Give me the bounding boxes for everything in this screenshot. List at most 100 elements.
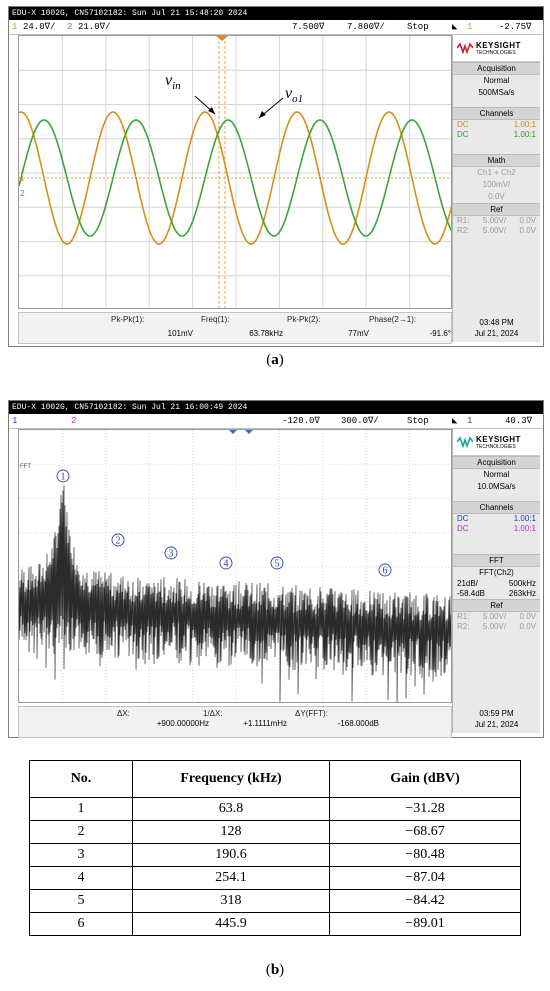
trigger-marker-icon xyxy=(216,36,228,41)
cell-frequency: 63.8 xyxy=(132,797,330,821)
run-state[interactable]: Stop xyxy=(407,22,429,32)
keysight-logo: KEYSIGHT TECHNOLOGIES xyxy=(453,35,540,62)
ch2-number[interactable]: 2 xyxy=(67,22,73,32)
cell-no: 6 xyxy=(29,912,133,936)
measurement-delta-x[interactable]: ΔX: +900.00000Hz xyxy=(117,709,209,728)
cell-frequency: 128 xyxy=(132,820,330,844)
acquisition-rate: 500MSa/s xyxy=(478,88,515,97)
channels-heading[interactable]: Channels xyxy=(453,501,540,514)
math-heading[interactable]: Math xyxy=(453,154,540,167)
scope-b-measurements: ΔX: +900.00000Hz 1/ΔX: +1.1111mHz ΔY(FFT):… xyxy=(18,706,452,738)
scope-b-fft-display: FFT 1 2 3 4 5 6 xyxy=(18,429,452,703)
peak-marker-circle xyxy=(270,556,284,570)
trigger-marker-icon xyxy=(229,430,237,434)
scope-a-side-panel: KEYSIGHT TECHNOLOGIES Acquisition Normal … xyxy=(452,35,540,342)
fft-reference-marker[interactable]: FFT xyxy=(20,464,31,470)
measurement-phase[interactable]: Phase(2→1): -91.6° xyxy=(369,315,451,338)
harmonics-table: No. Frequency (kHz) Gain (dBV) 1 63.8 −31.… xyxy=(29,760,521,936)
measurement-delta-y-fft[interactable]: ΔY(FFT): -168.000dB xyxy=(295,709,379,728)
date: Jul 21, 2024 xyxy=(474,720,519,729)
ref-r2-row: R2: 5.00V/0.0V xyxy=(457,226,536,235)
cell-no: 1 xyxy=(29,797,133,821)
brand-name: KEYSIGHT xyxy=(476,40,521,50)
math-function: Ch1 + Ch2 xyxy=(477,168,516,177)
channel-1-row[interactable]: DC 1.00:1 xyxy=(457,120,536,129)
cell-gain: −31.28 xyxy=(329,797,521,821)
scope-b-header: EDU-X 1002G, CN57102182: Sun Jul 21 16:0… xyxy=(9,401,543,414)
keysight-logo: KEYSIGHT TECHNOLOGIES xyxy=(453,429,540,456)
cell-gain: −84.42 xyxy=(329,889,521,913)
channels-heading[interactable]: Channels xyxy=(453,107,540,120)
trigger-level[interactable]: -2.75∇ xyxy=(499,22,532,32)
ch2-scale[interactable]: 21.0∇/ xyxy=(78,22,111,32)
col-header-no: No. xyxy=(29,760,133,798)
measurement-inverse-delta-x[interactable]: 1/ΔX: +1.1111mHz xyxy=(203,709,287,728)
peak-marker-label: 4 xyxy=(224,559,229,570)
scope-a-measurements: Pk-Pk(1): 101mV Freq(1): 63.78kHz Pk-Pk(2)… xyxy=(18,312,452,344)
measurement-pkpk1[interactable]: Pk-Pk(1): 101mV xyxy=(111,315,193,338)
time-of-day: 03:48 PM xyxy=(479,318,514,327)
peak-marker-label: 6 xyxy=(383,566,388,577)
label-vin: vin xyxy=(165,72,181,92)
cell-no: 5 xyxy=(29,889,133,913)
cell-frequency: 190.6 xyxy=(132,843,330,867)
ref-r2-row: R2: 5.00V/0.0V xyxy=(457,622,536,631)
table-row: 3 190.6 −80.48 xyxy=(29,843,521,867)
acquisition-rate: 10.0MSa/s xyxy=(477,482,516,491)
trigger-edge-icon: ◣ xyxy=(452,22,458,32)
fft-heading[interactable]: FFT xyxy=(453,554,540,567)
math-scale: 100mV/ xyxy=(482,180,511,189)
fft-scale-row: 21dB/500kHz xyxy=(457,579,536,588)
oscilloscope-capture-a: EDU-X 1002G, CN57102182: Sun Jul 21 15:4… xyxy=(8,6,544,347)
acquisition-heading[interactable]: Acquisition xyxy=(453,456,540,469)
time-scale[interactable]: 300.0∇/ xyxy=(341,416,379,426)
col-header-gain: Gain (dBV) xyxy=(329,760,521,798)
acquisition-heading[interactable]: Acquisition xyxy=(453,62,540,75)
time-position[interactable]: 7.500∇ xyxy=(292,22,325,32)
col-header-frequency: Frequency (kHz) xyxy=(132,760,330,798)
table-header-row: No. Frequency (kHz) Gain (dBV) xyxy=(29,760,521,798)
channel-2-row[interactable]: DC 1.00:1 xyxy=(457,524,536,533)
scope-b-side-panel: KEYSIGHT TECHNOLOGIES Acquisition Normal … xyxy=(452,429,540,733)
ch1-ground-marker[interactable]: 1 xyxy=(20,174,25,183)
time-position[interactable]: -120.0∇ xyxy=(282,416,320,426)
trigger-edge-icon: ◣ xyxy=(452,416,458,426)
time-of-day: 03:59 PM xyxy=(479,709,514,718)
ch1-number[interactable]: 1 xyxy=(12,22,18,32)
run-state[interactable]: Stop xyxy=(407,416,429,426)
table-row: 1 63.8 −31.28 xyxy=(29,797,521,821)
ch2-number[interactable]: 2 xyxy=(71,416,77,426)
peak-marker-circle xyxy=(111,533,125,547)
time-scale[interactable]: 7.800∇/ xyxy=(347,22,385,32)
trigger-source[interactable]: 1 xyxy=(467,416,473,426)
cell-no: 3 xyxy=(29,843,133,867)
scope-b-graticule: FFT 1 2 3 4 5 6 xyxy=(19,430,451,702)
trigger-level[interactable]: 40.3∇ xyxy=(505,416,533,426)
ch1-waveform-vin xyxy=(19,111,451,245)
peak-markers: 1 2 3 4 5 6 xyxy=(56,469,392,577)
ch2-ground-marker[interactable]: 2 xyxy=(20,189,25,198)
math-offset: 0.0V xyxy=(488,192,505,201)
table-row: 4 254.1 −87.04 xyxy=(29,866,521,890)
channel-2-row[interactable]: DC 1.00:1 xyxy=(457,130,536,139)
cell-no: 2 xyxy=(29,820,133,844)
cell-gain: −80.48 xyxy=(329,843,521,867)
peak-marker-label: 1 xyxy=(61,472,66,483)
measurement-pkpk2[interactable]: Pk-Pk(2): 77mV xyxy=(287,315,369,338)
ref-heading[interactable]: Ref xyxy=(453,203,540,216)
vin-arrowhead-icon xyxy=(208,107,215,114)
scope-b-channel-bar: 1 2 -120.0∇ 300.0∇/ Stop ◣ 1 40.3∇ xyxy=(9,414,543,429)
ref-r1-row: R1: 5.00V/0.0V xyxy=(457,612,536,621)
channel-1-row[interactable]: DC 1.00:1 xyxy=(457,514,536,523)
measurement-freq1[interactable]: Freq(1): 63.78kHz xyxy=(201,315,283,338)
peak-marker-label: 5 xyxy=(275,559,280,570)
acquisition-mode: Normal xyxy=(483,470,510,479)
ref-heading[interactable]: Ref xyxy=(453,599,540,612)
ch1-number[interactable]: 1 xyxy=(12,416,18,426)
peak-marker-circle xyxy=(378,563,392,577)
scope-a-channel-bar: 1 24.0∇/ 2 21.0∇/ 7.500∇ 7.800∇/ Stop ◣ … xyxy=(9,20,543,35)
trigger-source[interactable]: 1 xyxy=(467,22,473,32)
trigger-marker-2-icon xyxy=(245,430,253,434)
ch1-scale[interactable]: 24.0∇/ xyxy=(23,22,56,32)
keysight-wave-icon xyxy=(457,436,473,448)
